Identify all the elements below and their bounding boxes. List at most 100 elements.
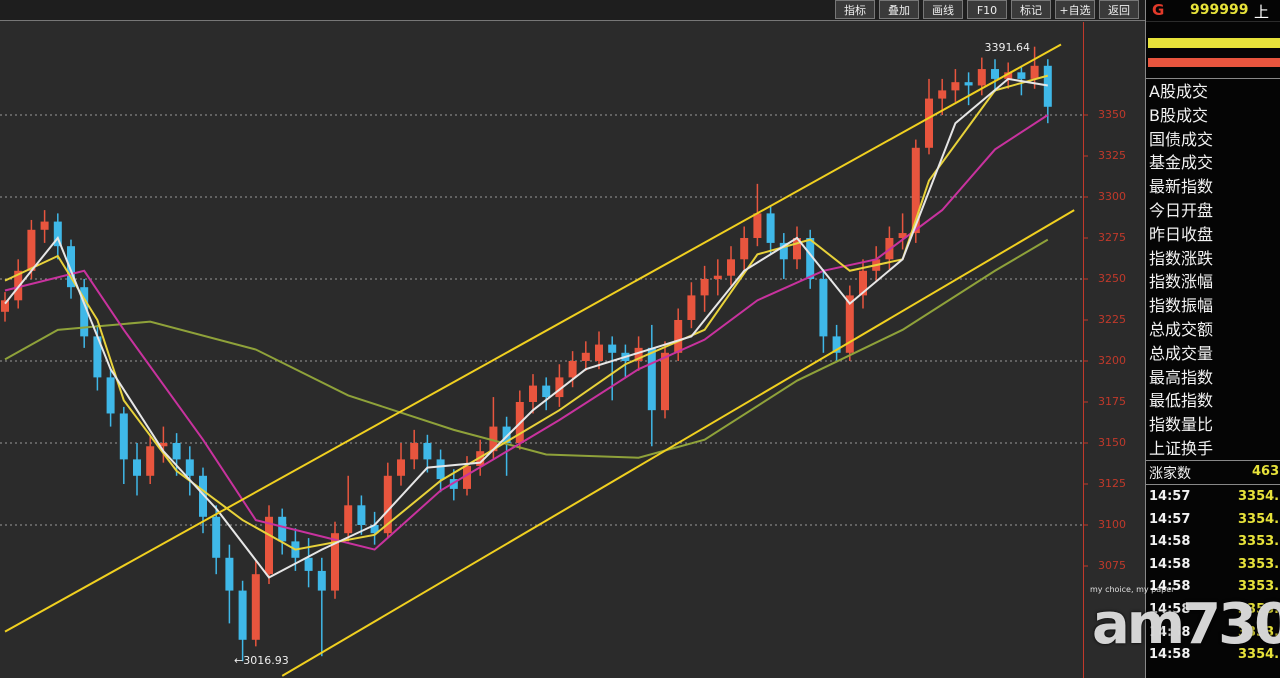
candle-body bbox=[449, 479, 458, 489]
trade-time: 14:58 bbox=[1149, 602, 1191, 617]
candle-body bbox=[317, 570, 326, 591]
candle-body bbox=[14, 270, 23, 301]
candle-body bbox=[331, 533, 339, 591]
trade-price: 3354. bbox=[1238, 647, 1280, 663]
divider bbox=[1146, 484, 1280, 485]
panel-label: 昨日收盘 bbox=[1149, 224, 1214, 244]
y-tick-label: 3150 bbox=[1098, 436, 1126, 449]
panel-label: 国债成交 bbox=[1149, 129, 1214, 149]
candle-body bbox=[278, 516, 287, 542]
trade-time: 14:58 bbox=[1149, 647, 1191, 663]
symbol-bar: G 999999 上证 bbox=[1146, 0, 1280, 42]
candle-body bbox=[938, 90, 947, 99]
info-panel: 涨家数 463 A股成交 B股成交 国债成交 基金成交 最新指数 今日开盘 昨日收盘 指数涨跌… bbox=[1146, 22, 1280, 678]
candle-body bbox=[1043, 65, 1052, 107]
candle-body bbox=[740, 237, 749, 260]
panel-label: A股成交 bbox=[1149, 82, 1208, 101]
y-tick-label: 3175 bbox=[1098, 395, 1126, 408]
candle-body bbox=[674, 319, 683, 353]
candle-body bbox=[370, 524, 379, 534]
candle-body bbox=[423, 442, 432, 460]
candle-body bbox=[357, 505, 366, 525]
candle-body bbox=[1017, 72, 1026, 79]
icon: G bbox=[1152, 1, 1165, 19]
candle-body bbox=[225, 557, 234, 591]
candle-body bbox=[185, 459, 194, 476]
trade-price: 3354. bbox=[1238, 511, 1280, 527]
panel-label: 指数量比 bbox=[1149, 415, 1214, 435]
toolbar-button[interactable]: F10 bbox=[967, 0, 1007, 19]
panel-label: 指数振幅 bbox=[1149, 296, 1214, 316]
trade-price: 3353. bbox=[1238, 602, 1280, 617]
panel-label: 最高指数 bbox=[1149, 367, 1214, 387]
toolbar-button[interactable]: +自选 bbox=[1055, 0, 1095, 19]
toolbar-button[interactable]: 返回 bbox=[1099, 0, 1139, 19]
candle-body bbox=[793, 237, 801, 260]
toolbar-button[interactable]: 画线 bbox=[923, 0, 963, 19]
candle-body bbox=[476, 451, 485, 466]
candle-body bbox=[80, 287, 89, 337]
y-tick-label: 3225 bbox=[1098, 313, 1126, 326]
line-series bbox=[281, 209, 1075, 677]
candle-body bbox=[687, 295, 696, 320]
line-series bbox=[4, 43, 1062, 633]
candle-body bbox=[106, 377, 115, 414]
candle-body bbox=[779, 242, 788, 260]
candle-body bbox=[53, 221, 62, 247]
candle-body bbox=[819, 278, 828, 337]
y-tick-label: 3325 bbox=[1098, 149, 1126, 162]
panel-label: 最低指数 bbox=[1149, 391, 1214, 411]
candle-body bbox=[238, 590, 247, 640]
candle-body bbox=[1, 300, 9, 312]
candle-body bbox=[119, 413, 128, 460]
candle-body bbox=[344, 505, 353, 534]
candle-body bbox=[502, 426, 511, 443]
candle-body bbox=[146, 446, 155, 476]
toolbar-button[interactable]: 叠加 bbox=[879, 0, 919, 19]
candle-body bbox=[634, 347, 643, 361]
candle-body bbox=[568, 360, 577, 378]
trade-price: 3354. bbox=[1238, 489, 1280, 504]
line-series bbox=[4, 74, 1049, 551]
candle-body bbox=[27, 229, 36, 271]
trade-price: 3353. bbox=[1238, 624, 1280, 640]
candle-body bbox=[436, 459, 445, 480]
divider bbox=[1146, 460, 1280, 461]
y-tick-label: 3275 bbox=[1098, 231, 1126, 244]
candle-body bbox=[40, 221, 49, 230]
candle-body bbox=[845, 295, 854, 353]
y-tick-label: 3100 bbox=[1098, 518, 1126, 531]
low-annotation: ←3016.93 bbox=[234, 654, 289, 667]
y-tick-label: 3200 bbox=[1098, 354, 1126, 367]
divider bbox=[1146, 78, 1280, 79]
candle-body bbox=[766, 213, 775, 243]
y-tick-label: 3300 bbox=[1098, 190, 1126, 203]
candle-body bbox=[951, 82, 960, 91]
trade-time: 14:58 bbox=[1149, 534, 1191, 550]
candle-body bbox=[489, 426, 498, 452]
candle-body bbox=[806, 237, 815, 279]
panel-label: 最新指数 bbox=[1149, 177, 1214, 197]
y-tick-label: 3250 bbox=[1098, 272, 1126, 285]
y-tick-label: 3125 bbox=[1098, 477, 1126, 490]
candle-body bbox=[463, 465, 471, 489]
candle-body bbox=[964, 82, 973, 86]
candle-body bbox=[647, 347, 656, 411]
candle-body bbox=[991, 69, 999, 79]
candle-body bbox=[925, 98, 933, 148]
panel-label: 指数涨幅 bbox=[1149, 272, 1214, 292]
candle-body bbox=[251, 574, 260, 640]
candle-body bbox=[595, 344, 603, 361]
candle-body bbox=[700, 278, 709, 296]
panel-label: 今日开盘 bbox=[1149, 201, 1214, 220]
panel-label: 总成交额 bbox=[1149, 320, 1214, 339]
candle-body bbox=[172, 442, 181, 460]
trade-time: 14:57 bbox=[1149, 489, 1191, 504]
advance-value: 463 bbox=[1252, 464, 1280, 479]
candle-body bbox=[859, 270, 867, 296]
toolbar-button[interactable]: 标记 bbox=[1011, 0, 1051, 19]
line-series bbox=[4, 238, 1049, 459]
candle-body bbox=[661, 352, 669, 411]
trade-price: 3353. bbox=[1238, 556, 1280, 572]
toolbar-button[interactable]: 指标 bbox=[835, 0, 875, 19]
